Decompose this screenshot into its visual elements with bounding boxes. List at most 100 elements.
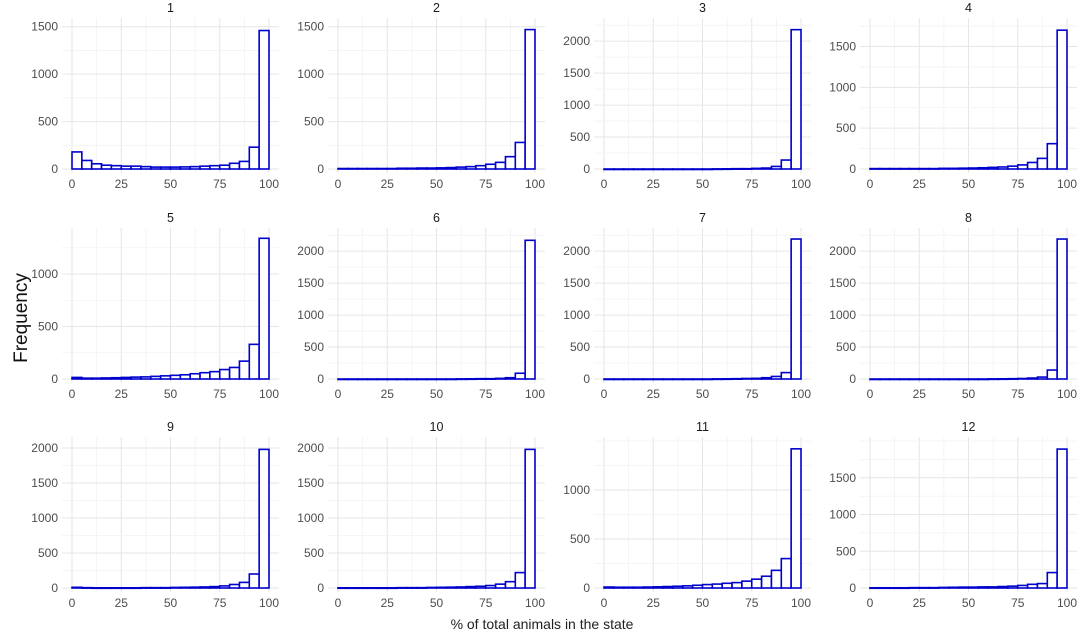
x-tick-label: 75 [745, 596, 759, 610]
histogram-bar [484, 163, 497, 170]
histogram-bar [475, 164, 487, 170]
x-tick-label: 50 [430, 177, 444, 191]
histogram-bar [445, 166, 458, 170]
histogram-bar [632, 378, 645, 381]
x-tick-label: 100 [1057, 596, 1077, 610]
histogram-bar [494, 161, 507, 170]
x-tick-label: 0 [335, 177, 342, 191]
histogram-bar [179, 586, 192, 589]
histogram-bar [908, 378, 921, 381]
x-tick-label: 75 [1011, 596, 1025, 610]
x-tick-label: 25 [647, 387, 661, 401]
histogram-bar [228, 162, 241, 170]
x-tick-label: 0 [601, 387, 608, 401]
histogram-bar [159, 586, 172, 589]
y-tick-label: 1000 [297, 308, 324, 322]
panel-title: 7 [699, 211, 706, 225]
histogram-bar [918, 586, 930, 589]
histogram-bar [435, 167, 448, 170]
x-axis-label: % of total animals in the state [450, 616, 634, 632]
histogram-bar [938, 586, 950, 589]
histogram-bar [672, 168, 684, 171]
histogram-bar [987, 586, 999, 589]
histogram-bar [258, 448, 270, 589]
histogram-bar [258, 237, 270, 380]
histogram-bar [455, 166, 467, 170]
histogram-bar [445, 586, 458, 589]
histogram-bar [652, 586, 664, 589]
histogram-bar [622, 586, 635, 589]
histogram-bar [632, 586, 645, 589]
histogram-bar [997, 166, 1009, 170]
x-tick-label: 50 [430, 596, 444, 610]
histogram-bar [613, 168, 625, 171]
histogram-bar [947, 586, 960, 589]
histogram-bar [888, 167, 901, 170]
histogram-bar [1007, 377, 1019, 380]
y-tick-label: 2000 [297, 244, 324, 258]
y-tick-label: 2000 [31, 441, 58, 455]
histogram-bar [1046, 571, 1058, 589]
x-tick-label: 0 [601, 596, 608, 610]
histogram-bar [465, 378, 477, 381]
histogram-bar [415, 586, 428, 589]
histogram-bar [711, 378, 723, 381]
histogram-bar [199, 165, 211, 170]
x-tick-label: 75 [213, 177, 227, 191]
y-tick-label: 1000 [829, 80, 856, 94]
histogram-bar [366, 167, 379, 170]
histogram-bar [110, 164, 123, 170]
histogram-bar [189, 586, 201, 589]
histogram-bar [169, 374, 182, 380]
histogram-bar [504, 155, 517, 170]
histogram-bar [169, 166, 182, 170]
x-tick-label: 0 [335, 387, 342, 401]
histogram-bar [721, 378, 733, 381]
histogram-bar [209, 164, 221, 170]
histogram-bar [376, 167, 389, 170]
histogram-bar [701, 168, 714, 171]
histogram-bar [1007, 165, 1019, 170]
y-tick-label: 500 [304, 546, 324, 560]
histogram-bar [741, 167, 753, 170]
histogram-bar [642, 378, 655, 381]
x-tick-label: 50 [696, 177, 710, 191]
y-tick-label: 0 [51, 372, 58, 386]
histogram-bar [120, 376, 132, 380]
histogram-bar [435, 378, 448, 381]
histogram-bar [652, 168, 664, 171]
histogram-bar [90, 162, 103, 170]
y-tick-label: 0 [317, 162, 324, 176]
histogram-bar [337, 378, 349, 381]
histogram-bar [603, 378, 615, 381]
y-tick-label: 1000 [31, 511, 58, 525]
panel-title: 1 [167, 1, 174, 15]
histogram-bar [396, 378, 408, 381]
y-tick-label: 500 [570, 340, 590, 354]
histogram-bar [150, 586, 162, 589]
histogram-bar [1026, 377, 1039, 380]
x-tick-label: 50 [962, 177, 976, 191]
histogram-bar [869, 167, 881, 170]
x-tick-label: 50 [962, 387, 976, 401]
histogram-bar [681, 585, 694, 589]
x-tick-label: 50 [696, 387, 710, 401]
histogram-bar [652, 378, 664, 381]
x-tick-label: 0 [69, 596, 76, 610]
x-tick-label: 25 [381, 177, 395, 191]
histogram-bar [71, 586, 83, 589]
y-tick-label: 500 [304, 340, 324, 354]
histogram-bar [218, 164, 231, 170]
histogram-bar [760, 575, 773, 589]
histogram-bar [356, 378, 369, 381]
y-tick-label: 0 [51, 162, 58, 176]
panel-title: 11 [696, 420, 709, 434]
histogram-bar [662, 168, 674, 171]
